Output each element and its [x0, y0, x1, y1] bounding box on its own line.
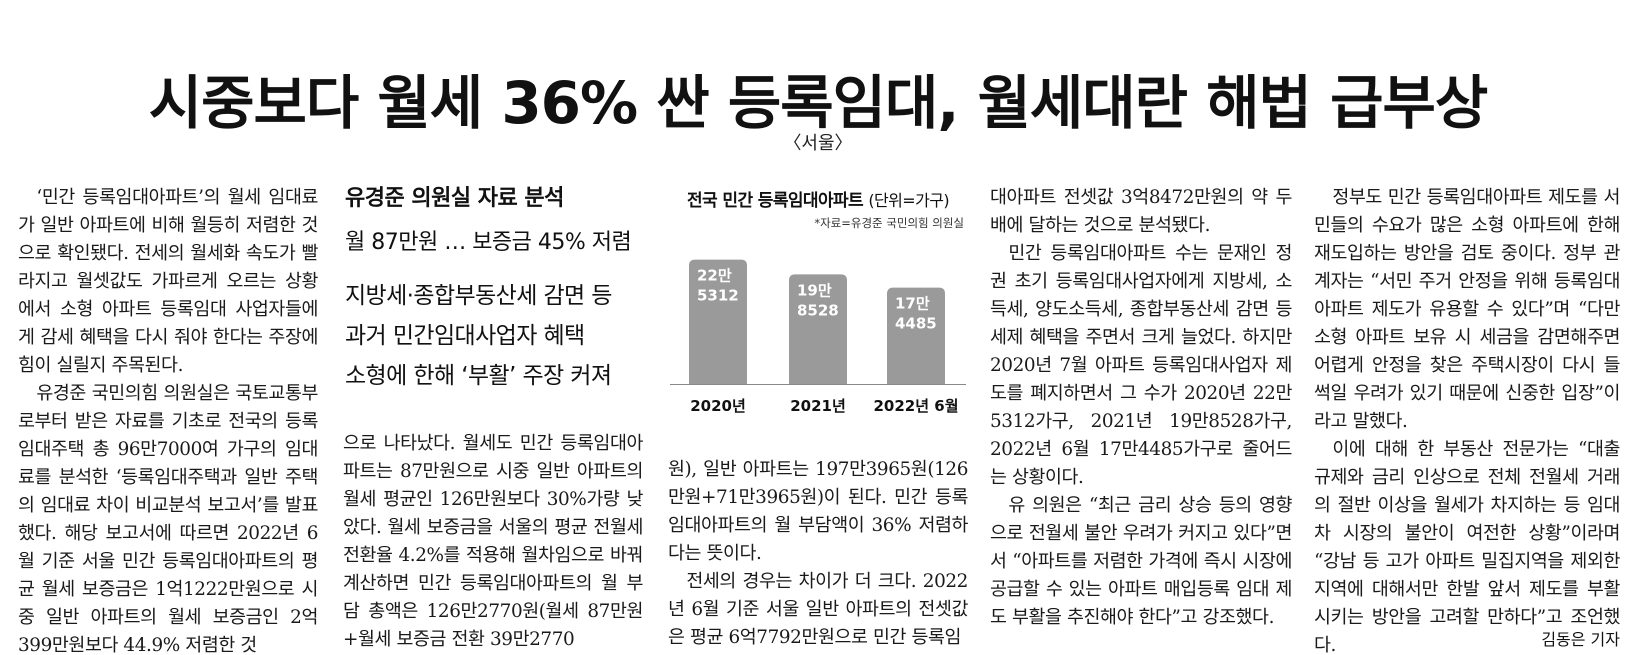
- chart-title: 전국 민간 등록임대아파트 (단위=가구): [668, 186, 968, 211]
- subheadline-3-line: 과거 민간임대사업자 혜택: [345, 323, 585, 349]
- source-credit: 〈서울〉: [783, 133, 853, 154]
- chart-category-label: 2020년: [690, 397, 746, 415]
- paragraph: 이에 대해 한 부동산 전문가는 “대출 규제와 금리 인상으로 전체 전월세 …: [1314, 439, 1620, 655]
- chart-source-note: *자료=유경준 국민의힘 의원실: [814, 216, 964, 230]
- article-column-3: 으로 나타났다. 월세도 민간 등록임대아파트는 87만원으로 시중 일반 아파…: [343, 430, 643, 654]
- chart-bar: [689, 259, 747, 384]
- paragraph: 대아파트 전셋값 3억8472만원의 약 두 배에 달하는 것으로 분석됐다.: [990, 187, 1292, 236]
- chart-bar: [887, 287, 945, 384]
- chart-bar: [789, 274, 847, 384]
- paragraph: 전세의 경우는 차이가 더 크다. 2022년 6월 기준 서울 일반 아파트의…: [668, 571, 968, 648]
- article-column-6: 정부도 민간 등록임대아파트 제도를 서민들의 수요가 많은 소형 아파트에 한…: [1314, 184, 1620, 655]
- chart-data-label: 17만: [895, 295, 930, 313]
- paragraph: 유 의원은 “최근 금리 상승 등의 영향으로 전월세 불안 우려가 커지고 있…: [990, 495, 1292, 628]
- paragraph: 정부도 민간 등록임대아파트 제도를 서민들의 수요가 많은 소형 아파트에 한…: [1314, 187, 1620, 432]
- chart-data-label: 8528: [797, 301, 839, 319]
- headline: 시중보다 월세 36% 싼 등록임대, 월세대란 해법 급부상: [148, 69, 1488, 137]
- chart-category-label: 2021년: [790, 397, 846, 415]
- chart-title-text: 전국 민간 등록임대아파트: [687, 191, 864, 211]
- article-column-4: 원), 일반 아파트는 197만3965원(126만원+71만3965원)이 된…: [668, 456, 968, 652]
- byline: 김동은 기자: [1541, 630, 1620, 649]
- subheadline-3-line: 소형에 한해 ‘부활’ 주장 커져: [345, 363, 612, 389]
- chart-data-label: 5312: [697, 287, 739, 305]
- subheadline-3: 지방세·종합부동산세 감면 등 과거 민간임대사업자 혜택 소형에 한해 ‘부활…: [345, 276, 645, 396]
- bar-chart: 전국 민간 등록임대아파트 (단위=가구) *자료=유경준 국민의힘 의원실 2…: [668, 186, 968, 431]
- paragraph: 으로 나타났다. 월세도 민간 등록임대아파트는 87만원으로 시중 일반 아파…: [343, 433, 643, 650]
- article-column-1: ‘민간 등록임대아파트’의 월세 임대료가 일반 아파트에 비해 월등히 저렴한…: [18, 184, 318, 655]
- paragraph: 유경준 국민의힘 의원실은 국토교통부로부터 받은 자료를 기초로 전국의 등록…: [18, 383, 318, 655]
- chart-data-label: 4485: [895, 315, 937, 333]
- paragraph: 민간 등록임대아파트 수는 문재인 정권 초기 등록임대사업자에게 지방세, 소…: [990, 243, 1292, 488]
- chart-plot: 22만 5312 2020년 19만 8528 2021년 17만 4485 2022년 6월: [670, 259, 966, 415]
- chart-data-label: 22만: [697, 267, 732, 285]
- chart-unit: (단위=가구): [868, 191, 949, 210]
- subheadline-2: 월 87만원 … 보증금 45% 저렴: [345, 230, 632, 255]
- paragraph: 원), 일반 아파트는 197만3965원(126만원+71만3965원)이 된…: [668, 459, 968, 564]
- subheadline-1: 유경준 의원실 자료 분석: [345, 186, 564, 211]
- subheadline-block: 유경준 의원실 자료 분석 월 87만원 … 보증금 45% 저렴 지방세·종합…: [345, 184, 645, 396]
- subheadline-3-line: 지방세·종합부동산세 감면 등: [345, 283, 612, 309]
- paragraph: ‘민간 등록임대아파트’의 월세 임대료가 일반 아파트에 비해 월등히 저렴한…: [18, 187, 318, 376]
- chart-category-label: 2022년 6월: [873, 397, 958, 415]
- article-column-5: 대아파트 전셋값 3억8472만원의 약 두 배에 달하는 것으로 분석됐다. …: [990, 184, 1292, 632]
- chart-data-label: 19만: [797, 281, 832, 299]
